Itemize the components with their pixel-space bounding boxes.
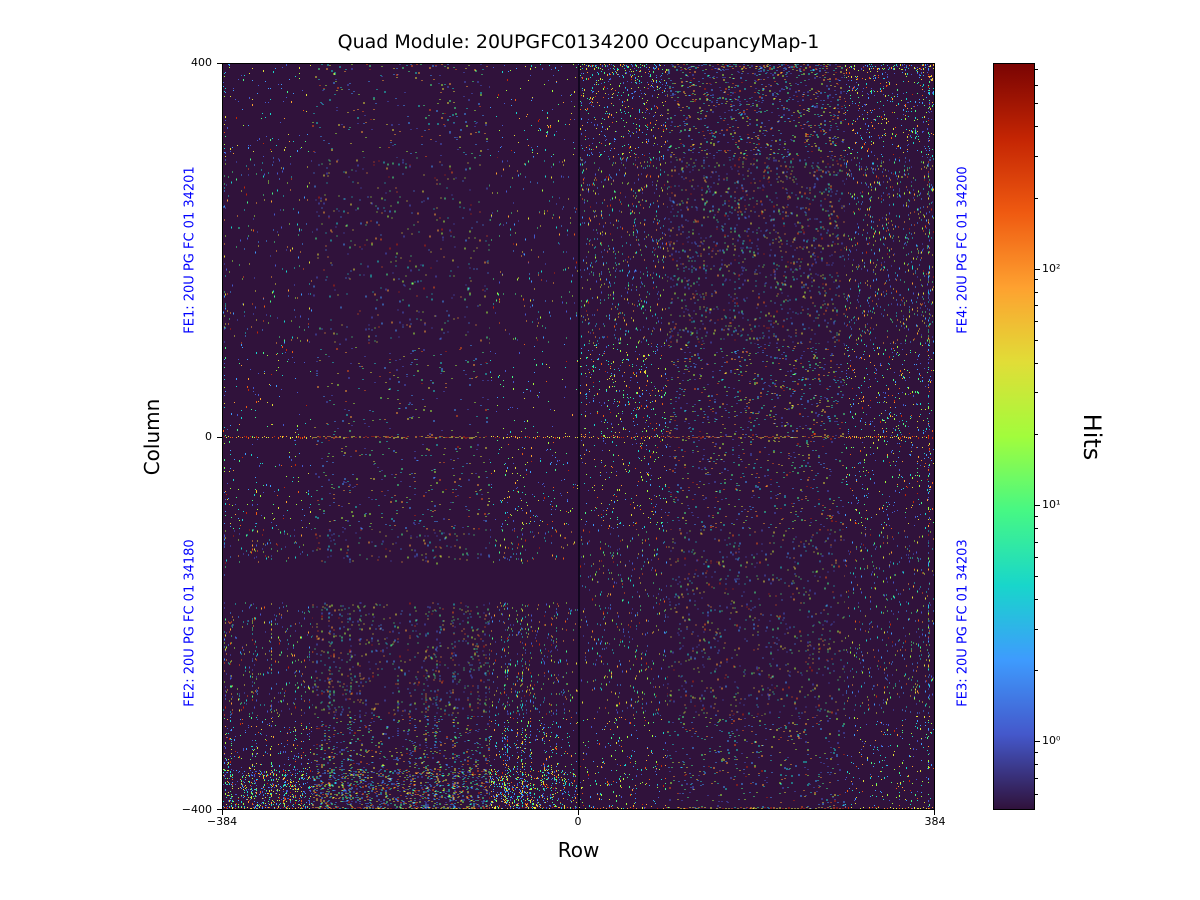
x-tick-label: −384 [206, 815, 238, 828]
colorbar-minor-tick-mark [1035, 527, 1038, 529]
occupancy-heatmap-canvas [223, 64, 934, 809]
colorbar-tick-mark [1035, 505, 1040, 507]
colorbar-minor-tick-mark [1035, 628, 1038, 630]
y-tick-label: 0 [205, 430, 212, 443]
fe1-quadrant-label: FE1: 20U PG FC 01 34201 [182, 166, 198, 334]
colorbar-minor-tick-mark [1035, 752, 1038, 754]
fe4-quadrant-label: FE4: 20U PG FC 01 34200 [955, 166, 971, 334]
colorbar-minor-tick-mark [1035, 68, 1038, 70]
colorbar-minor-tick-mark [1035, 392, 1038, 394]
colorbar [993, 63, 1035, 810]
colorbar-minor-tick-mark [1035, 279, 1038, 281]
colorbar-minor-tick-mark [1035, 764, 1038, 766]
y-tick-mark [217, 809, 222, 810]
colorbar-minor-tick-mark [1035, 362, 1038, 364]
x-tick-label: 0 [574, 815, 582, 828]
colorbar-minor-tick-mark [1035, 599, 1038, 601]
colorbar-tick-mark [1035, 741, 1040, 743]
colorbar-minor-tick-mark [1035, 515, 1038, 517]
heatmap-plot-area [222, 63, 935, 810]
colorbar-tick-label: 10² [1042, 261, 1061, 275]
colorbar-minor-tick-mark [1035, 155, 1038, 157]
x-tick-mark [934, 810, 935, 815]
y-tick-mark [217, 63, 222, 64]
colorbar-minor-tick-mark [1035, 433, 1038, 435]
colorbar-minor-tick-mark [1035, 197, 1038, 199]
x-tick-mark [222, 810, 223, 815]
x-tick-label: 384 [924, 815, 946, 828]
colorbar-minor-tick-mark [1035, 305, 1038, 307]
x-tick-mark [578, 810, 579, 815]
colorbar-minor-tick-mark [1035, 126, 1038, 128]
colorbar-minor-tick-mark [1035, 339, 1038, 341]
fe2-quadrant-label: FE2: 20U PG FC 01 34180 [182, 539, 198, 707]
colorbar-label: Hits [1078, 413, 1106, 461]
colorbar-minor-tick-mark [1035, 541, 1038, 543]
y-tick-label: −400 [181, 803, 212, 816]
x-axis-label: Row [557, 838, 600, 862]
y-tick-mark [217, 437, 222, 438]
y-tick-label: 400 [191, 56, 212, 69]
chart-title: Quad Module: 20UPGFC0134200 OccupancyMap… [337, 31, 820, 53]
colorbar-minor-tick-mark [1035, 670, 1038, 672]
colorbar-tick-label: 10¹ [1042, 498, 1061, 512]
colorbar-tick-mark [1035, 268, 1040, 270]
colorbar-minor-tick-mark [1035, 576, 1038, 578]
colorbar-minor-tick-mark [1035, 84, 1038, 86]
fe3-quadrant-label: FE3: 20U PG FC 01 34203 [955, 539, 971, 707]
colorbar-minor-tick-mark [1035, 103, 1038, 105]
colorbar-minor-tick-mark [1035, 321, 1038, 323]
colorbar-minor-tick-mark [1035, 793, 1038, 795]
colorbar-tick-label: 10⁰ [1042, 734, 1061, 748]
colorbar-minor-tick-mark [1035, 778, 1038, 780]
colorbar-minor-tick-mark [1035, 291, 1038, 293]
colorbar-minor-tick-mark [1035, 557, 1038, 559]
